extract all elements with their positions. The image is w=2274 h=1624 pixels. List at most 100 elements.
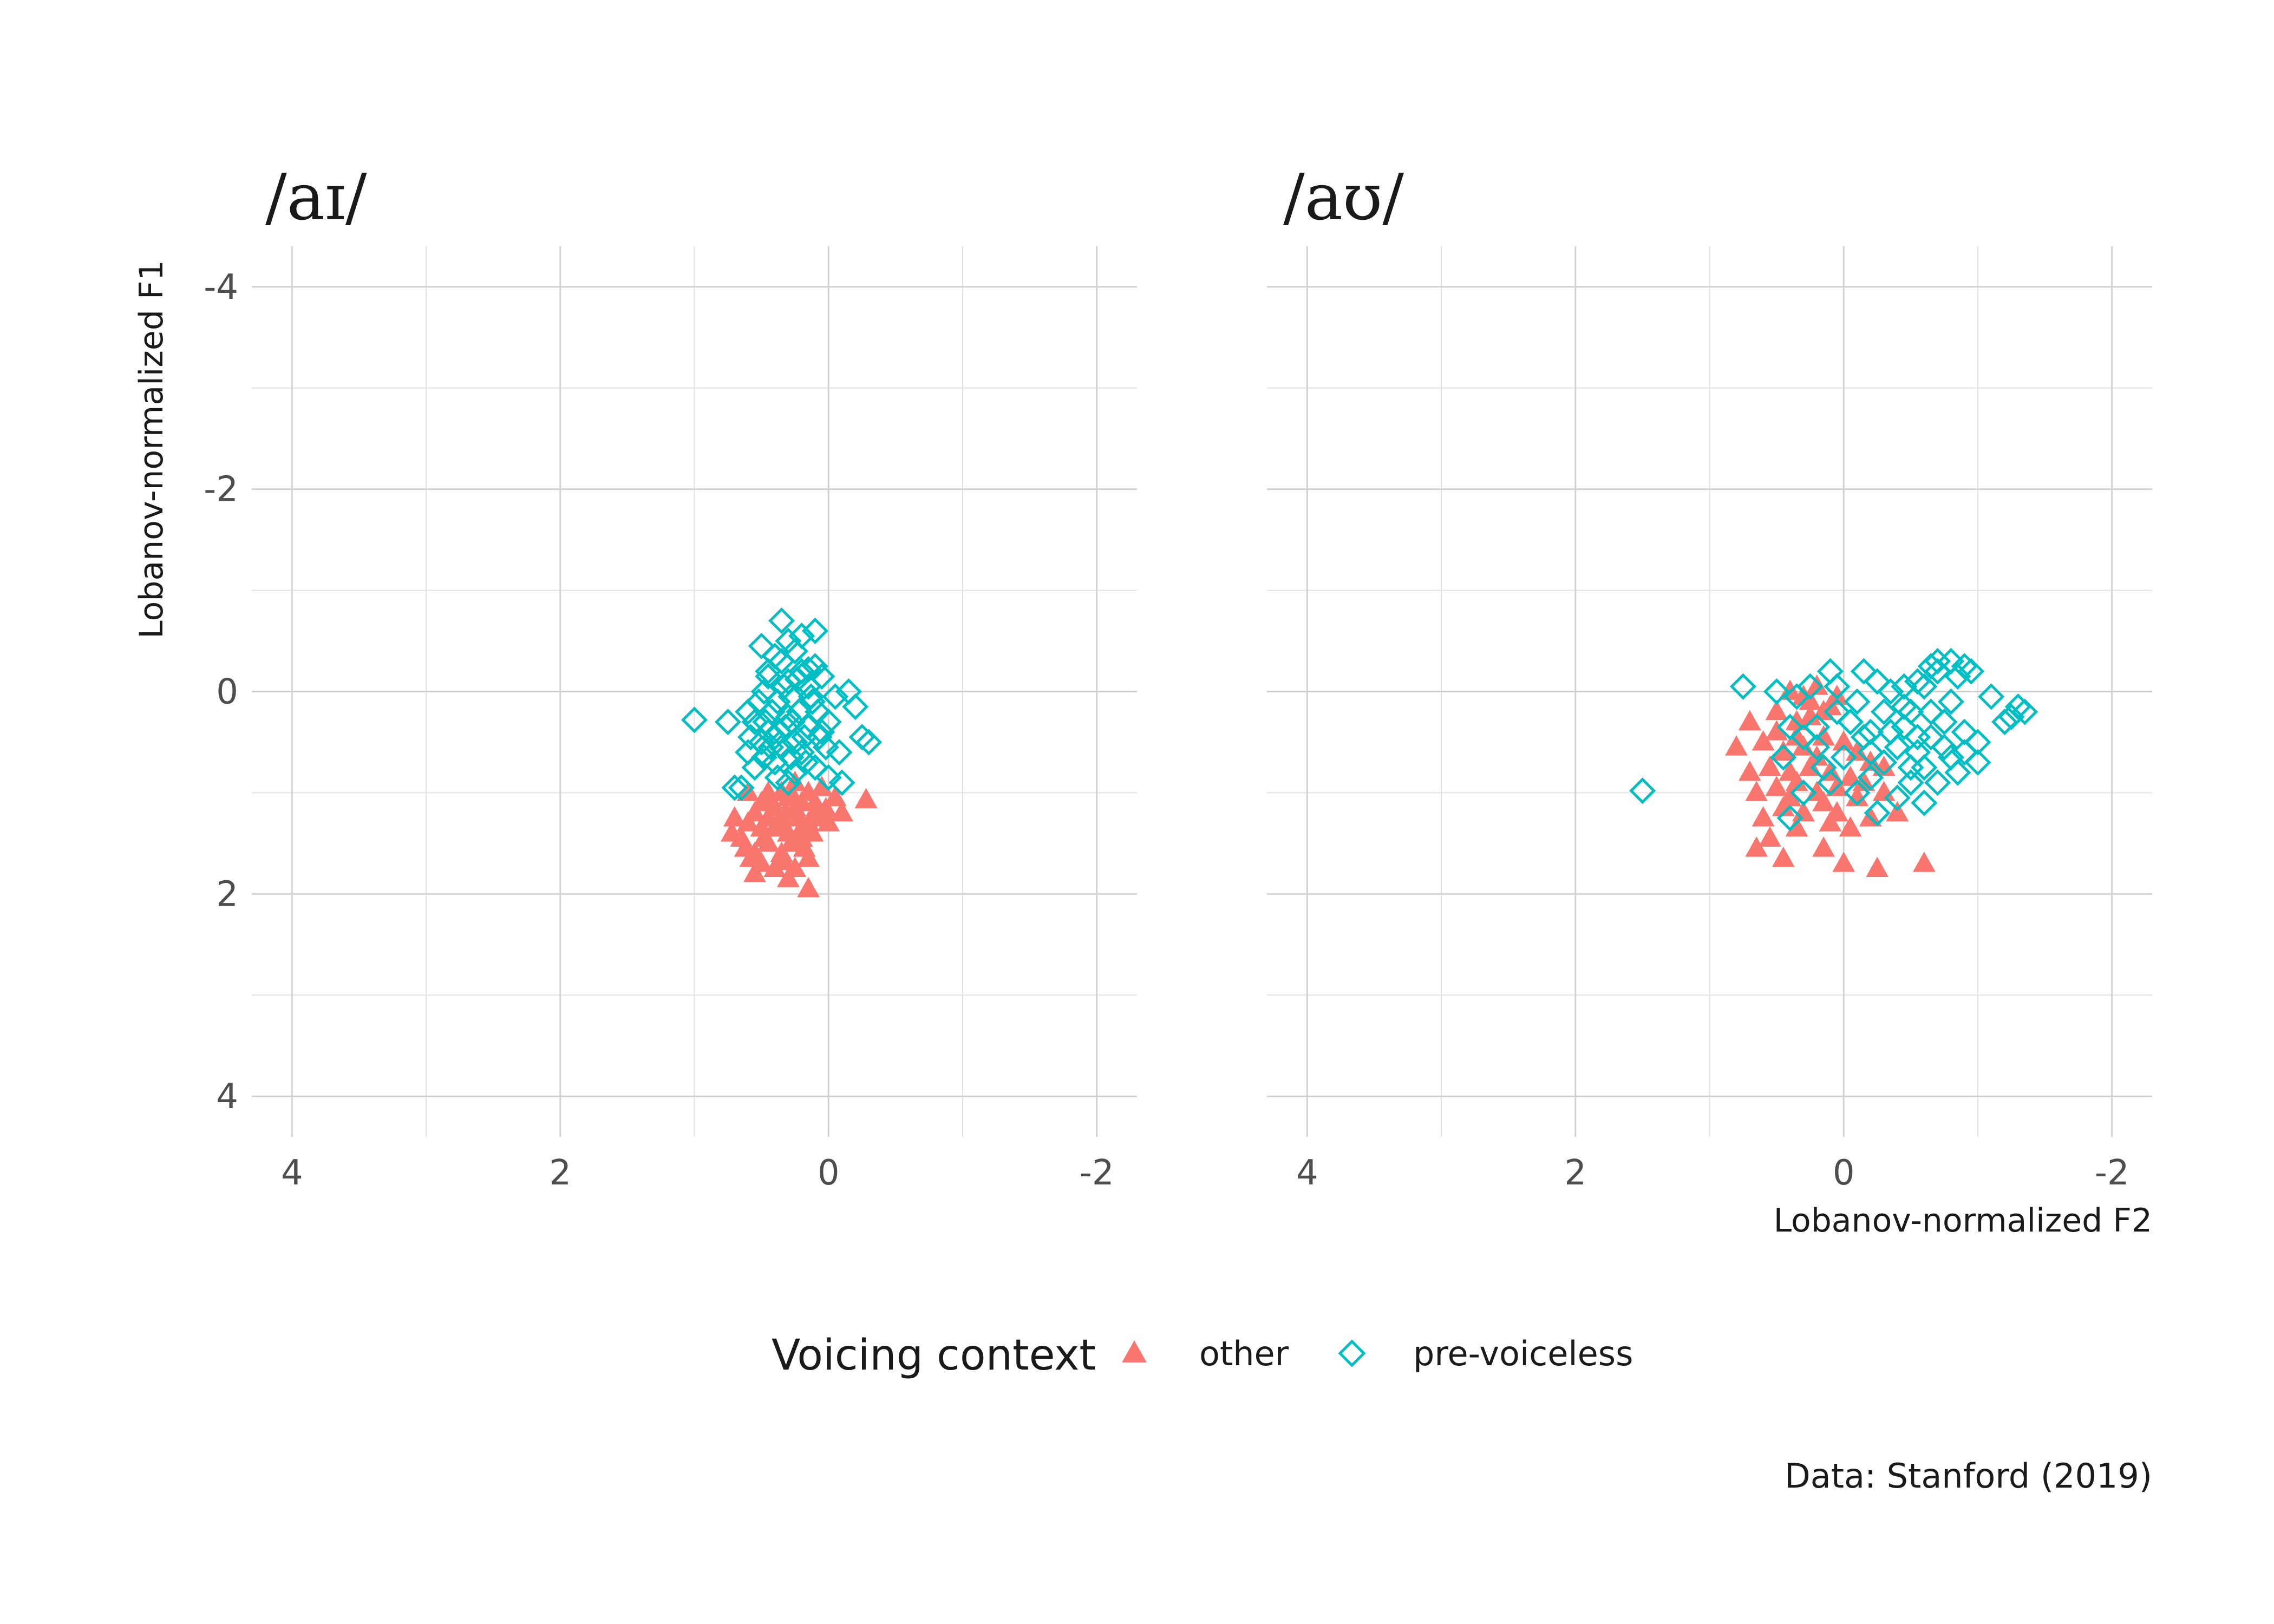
point-other <box>1738 761 1761 781</box>
point-pre-voiceless <box>1951 739 1978 766</box>
point-other <box>770 781 793 801</box>
point-pre-voiceless <box>806 724 833 751</box>
point-other <box>1779 761 1802 781</box>
point-other <box>761 791 784 811</box>
point-pre-voiceless <box>1911 673 1938 700</box>
point-other <box>1872 755 1896 776</box>
point-pre-voiceless <box>792 749 819 776</box>
point-pre-voiceless <box>752 709 779 736</box>
point-other <box>1805 675 1828 695</box>
point-pre-voiceless <box>1917 698 1944 725</box>
x-tick-label: 2 <box>549 1153 571 1193</box>
point-other <box>1866 856 1889 878</box>
point-other <box>783 770 807 791</box>
point-other <box>787 806 811 827</box>
point-pre-voiceless <box>1803 713 1831 741</box>
point-pre-voiceless <box>1857 764 1884 791</box>
point-pre-voiceless <box>808 718 835 745</box>
y-tick-label: -4 <box>204 267 238 307</box>
point-pre-voiceless <box>801 617 828 644</box>
point-pre-voiceless <box>1776 804 1803 831</box>
x-axis-title: Lobanov-normalized F2 <box>1774 1202 2152 1240</box>
point-other <box>1752 730 1775 751</box>
point-other <box>1846 785 1868 807</box>
point-pre-voiceless <box>822 683 849 710</box>
point-pre-voiceless <box>1871 698 1898 725</box>
point-pre-voiceless <box>1810 754 1837 781</box>
panel-ai-grid <box>252 246 1137 1137</box>
point-pre-voiceless <box>741 754 768 781</box>
point-pre-voiceless <box>1937 688 1964 715</box>
point-pre-voiceless <box>1844 688 1871 715</box>
point-pre-voiceless <box>1891 713 1918 741</box>
point-pre-voiceless <box>728 774 755 801</box>
point-pre-voiceless <box>755 663 782 690</box>
x-tick-label: 4 <box>281 1153 303 1193</box>
y-tick-label: 4 <box>216 1077 238 1117</box>
point-pre-voiceless <box>1931 734 1958 761</box>
point-other <box>1832 852 1855 872</box>
point-pre-voiceless <box>750 678 777 705</box>
point-pre-voiceless <box>784 666 811 693</box>
point-pre-voiceless <box>1897 754 1924 781</box>
panel-au-grid <box>1267 246 2152 1137</box>
point-other <box>814 797 838 817</box>
point-pre-voiceless <box>801 653 828 680</box>
caption: Data: Stanford (2019) <box>1785 1456 2152 1496</box>
point-other <box>1785 816 1808 837</box>
point-pre-voiceless <box>770 673 798 700</box>
point-pre-voiceless <box>714 709 741 736</box>
point-pre-voiceless <box>1816 658 1844 685</box>
panel-ai-title: /aɪ/ <box>265 160 367 234</box>
legend-title: Voicing context <box>772 1331 1096 1380</box>
point-pre-voiceless <box>1978 683 2005 710</box>
legend: Voicing context other pre-voiceless <box>772 1331 1633 1380</box>
point-other <box>1812 791 1835 811</box>
point-pre-voiceless <box>1729 673 1756 700</box>
point-pre-voiceless <box>1877 718 1904 745</box>
point-pre-voiceless <box>812 734 839 761</box>
point-other <box>1745 836 1768 857</box>
x-tick-label: 0 <box>1833 1153 1855 1193</box>
point-other <box>1805 745 1828 766</box>
panel-ai: /aɪ/ 4 2 0 -2 -4 -2 0 2 4 Lobanov-normalized F1 <box>133 160 1137 1193</box>
point-pre-voiceless <box>768 607 795 634</box>
point-other <box>1765 776 1788 796</box>
y-axis-title: Lobanov-normalized F1 <box>133 260 171 638</box>
point-pre-voiceless <box>1796 673 1824 700</box>
point-pre-voiceless <box>1629 777 1656 804</box>
x-tick-label: -2 <box>1080 1153 1114 1193</box>
point-other <box>1759 755 1781 776</box>
panel-au-ticks: 4 2 0 -2 <box>1296 1153 2129 1193</box>
point-other <box>1832 730 1855 751</box>
point-pre-voiceless <box>1944 759 1971 786</box>
point-pre-voiceless <box>786 698 813 725</box>
point-other <box>824 785 847 807</box>
point-other <box>810 776 833 796</box>
point-other <box>743 861 766 882</box>
point-other <box>773 849 796 870</box>
point-pre-voiceless <box>748 632 775 659</box>
x-tick-label: 0 <box>818 1153 840 1193</box>
point-pre-voiceless <box>1770 744 1797 771</box>
point-pre-voiceless <box>1763 678 1790 705</box>
point-pre-voiceless <box>1884 784 1911 811</box>
y-tick-label: 0 <box>216 672 238 712</box>
point-other <box>797 781 820 801</box>
point-other <box>1765 699 1788 721</box>
point-other <box>801 821 824 842</box>
point-other <box>797 877 820 898</box>
point-other <box>1752 806 1775 827</box>
point-pre-voiceless <box>801 754 828 781</box>
x-tick-label: 2 <box>1564 1153 1586 1193</box>
point-other <box>766 811 789 831</box>
legend-label-pre-voiceless: pre-voiceless <box>1413 1334 1633 1373</box>
point-pre-voiceless <box>775 769 802 796</box>
point-pre-voiceless <box>828 769 855 796</box>
point-pre-voiceless <box>1824 698 1851 725</box>
point-pre-voiceless <box>2011 698 2038 725</box>
point-pre-voiceless <box>777 744 805 771</box>
point-other <box>779 831 802 852</box>
y-tick-label: 2 <box>216 874 238 914</box>
point-pre-voiceless <box>1991 709 2018 736</box>
